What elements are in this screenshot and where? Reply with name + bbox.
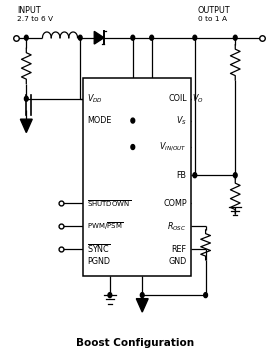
Text: FB: FB (177, 171, 187, 180)
Circle shape (204, 293, 208, 298)
Polygon shape (20, 119, 32, 132)
Text: 2.7 to 6 V: 2.7 to 6 V (17, 16, 53, 22)
Text: PWM/$\overline{\rm PSM}$: PWM/$\overline{\rm PSM}$ (87, 221, 123, 232)
Circle shape (193, 173, 197, 178)
Bar (83, 78, 191, 276)
Text: MODE: MODE (87, 116, 111, 125)
Text: PGND: PGND (87, 257, 110, 266)
Circle shape (233, 35, 237, 40)
Circle shape (193, 35, 197, 40)
Text: COMP: COMP (163, 199, 187, 208)
Text: $V_{DD}$: $V_{DD}$ (87, 92, 103, 105)
Text: $V_S$: $V_S$ (176, 114, 187, 127)
Text: INPUT: INPUT (17, 6, 40, 15)
Circle shape (24, 96, 28, 101)
Polygon shape (94, 32, 104, 44)
Circle shape (131, 144, 135, 149)
Circle shape (233, 173, 237, 178)
Polygon shape (136, 299, 148, 312)
Circle shape (78, 35, 82, 40)
Circle shape (131, 35, 135, 40)
Circle shape (24, 35, 28, 40)
Circle shape (150, 35, 154, 40)
Text: $R_{OSC}$: $R_{OSC}$ (167, 220, 187, 233)
Circle shape (131, 118, 135, 123)
Text: $\overline{\rm SHUTDOWN}$: $\overline{\rm SHUTDOWN}$ (87, 198, 131, 209)
Text: COIL: COIL (168, 94, 187, 103)
Text: OUTPUT: OUTPUT (198, 6, 230, 15)
Text: $\overline{\rm SYNC}$: $\overline{\rm SYNC}$ (87, 243, 111, 255)
Text: GND: GND (169, 257, 187, 266)
Text: $V_{IN/OUT}$: $V_{IN/OUT}$ (159, 141, 187, 153)
Circle shape (140, 293, 144, 298)
Text: REF: REF (172, 245, 187, 254)
Text: 0 to 1 A: 0 to 1 A (198, 16, 227, 22)
Text: $V_O$: $V_O$ (192, 92, 204, 105)
Text: Boost Configuration: Boost Configuration (76, 338, 195, 348)
Circle shape (108, 293, 112, 298)
